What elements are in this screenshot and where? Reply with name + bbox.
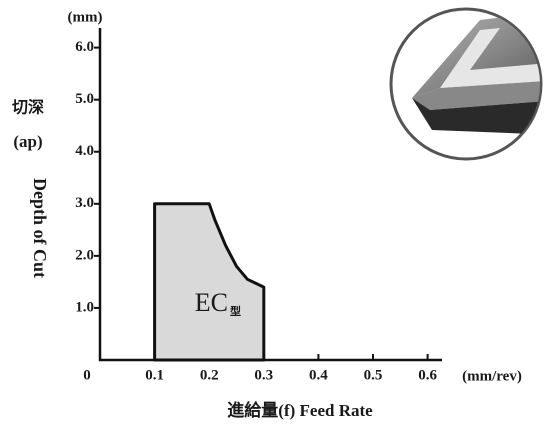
region-label-suffix: 型 [230, 304, 241, 318]
x-tick-label: 0.3 [254, 367, 273, 383]
x-tick-label: 0.1 [145, 367, 164, 383]
x-tick-label: 0.5 [364, 367, 383, 383]
x-tick-label: 0 [83, 367, 91, 383]
region [153, 202, 266, 362]
x-unit: (mm/rev) [462, 368, 522, 384]
x-tick-label: 0.6 [418, 367, 437, 383]
y-tick-label: 1.0 [75, 299, 94, 315]
y-label-symbol: (ap) [13, 132, 42, 151]
x-label: 進給量(f) Feed Rate [227, 400, 373, 420]
tool-illustration [389, 7, 543, 161]
x-tick-label: 0.4 [309, 367, 328, 383]
y-unit: (mm) [68, 9, 103, 25]
y-tick-label: 4.0 [75, 143, 94, 159]
y-tick-label: 3.0 [75, 195, 94, 211]
y-label-cn: 切深 [12, 98, 44, 117]
region-label: EC [195, 288, 228, 317]
y-tick-label: 5.0 [75, 91, 94, 107]
y-label: Depth of Cut [30, 178, 50, 278]
y-tick-label: 2.0 [75, 247, 94, 263]
y-tick-label: 6.0 [75, 39, 94, 55]
x-tick-label: 0.2 [200, 367, 219, 383]
